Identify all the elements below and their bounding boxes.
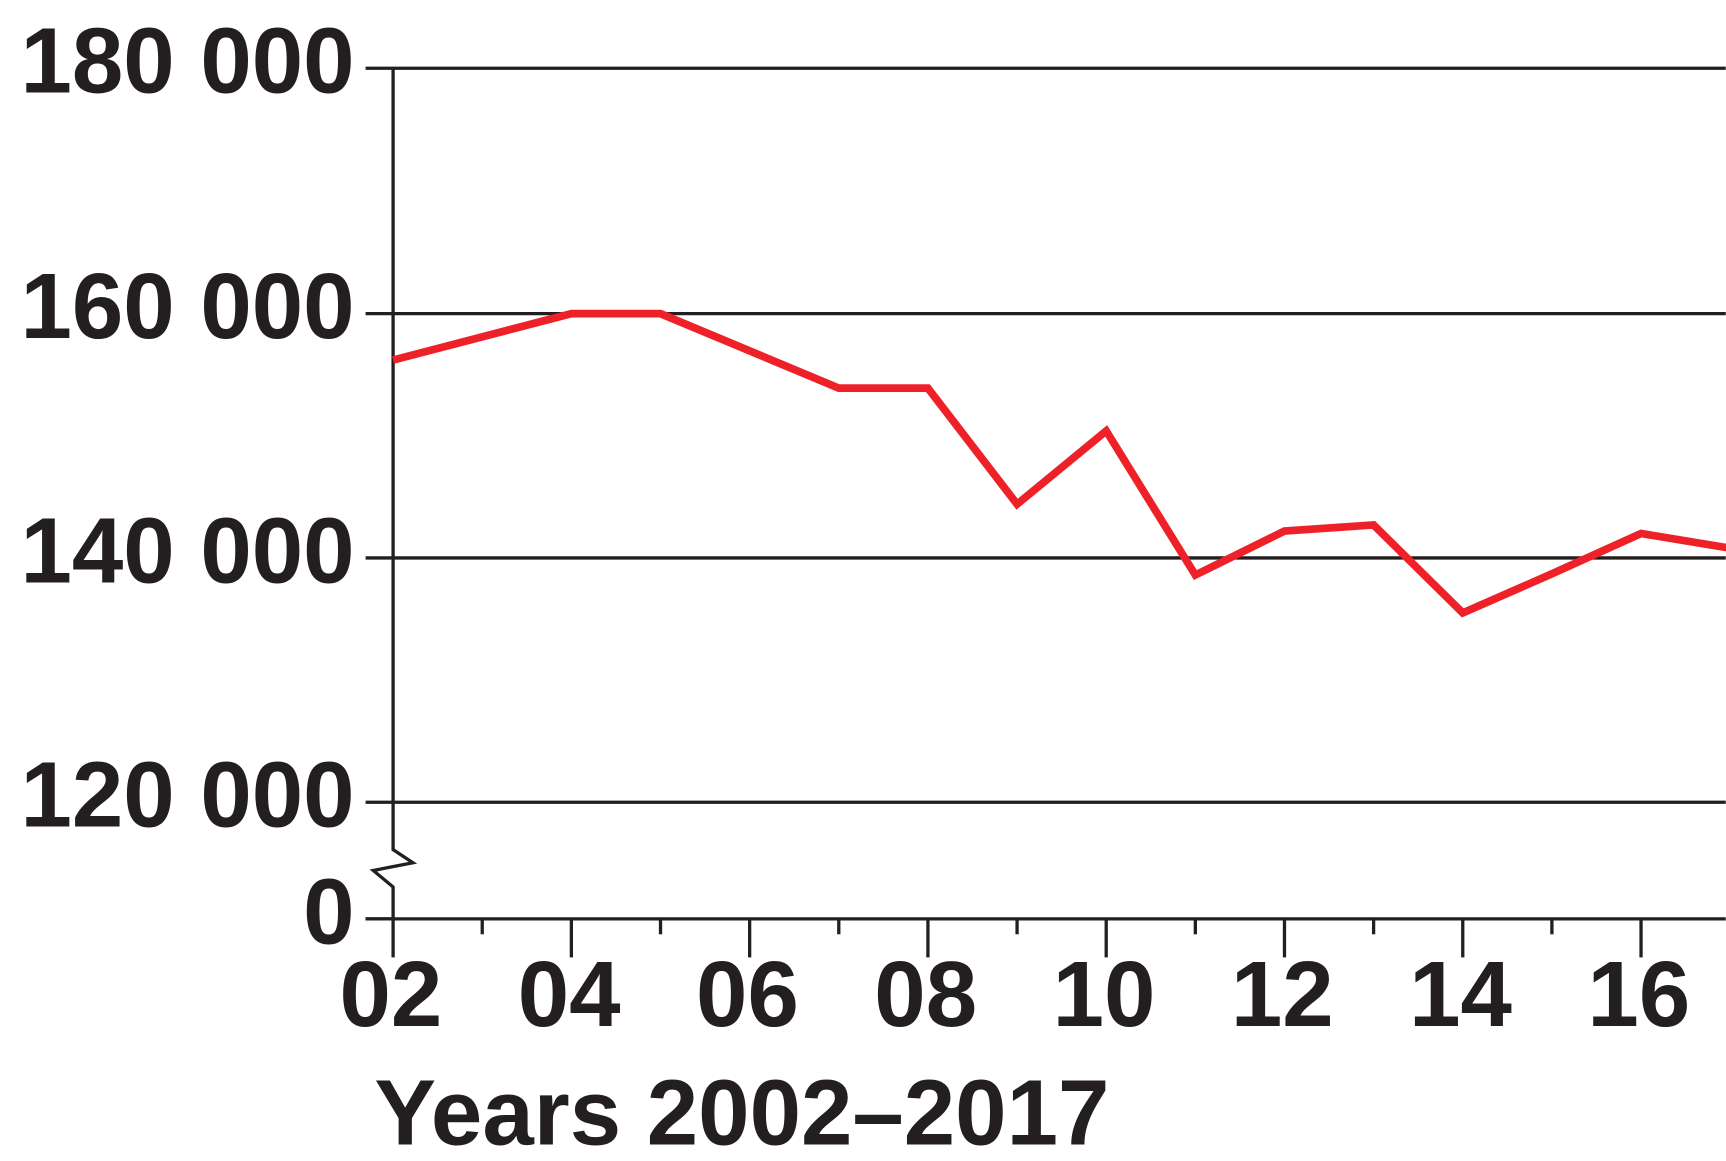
x-tick-label: 04: [518, 942, 621, 1046]
x-axis-label: Years 2002–2017: [374, 1061, 1109, 1161]
y-tick-label: 0: [303, 859, 354, 963]
data-line: [392, 309, 1726, 618]
y-axis: [369, 68, 418, 919]
x-tick-label: 14: [1409, 942, 1512, 1046]
y-tick-label: 160 000: [20, 254, 354, 358]
x-tick-label: 10: [1053, 942, 1156, 1046]
y-tick-label: 120 000: [20, 743, 354, 847]
x-tick-label: 06: [696, 942, 799, 1046]
x-tick-label: 12: [1231, 942, 1334, 1046]
x-tick-label: 16: [1587, 942, 1690, 1046]
y-tick-label: 140 000: [20, 498, 354, 602]
x-tick-label: 02: [339, 942, 442, 1046]
x-tick-label: 08: [874, 942, 977, 1046]
y-tick-label: 180 000: [20, 9, 354, 113]
